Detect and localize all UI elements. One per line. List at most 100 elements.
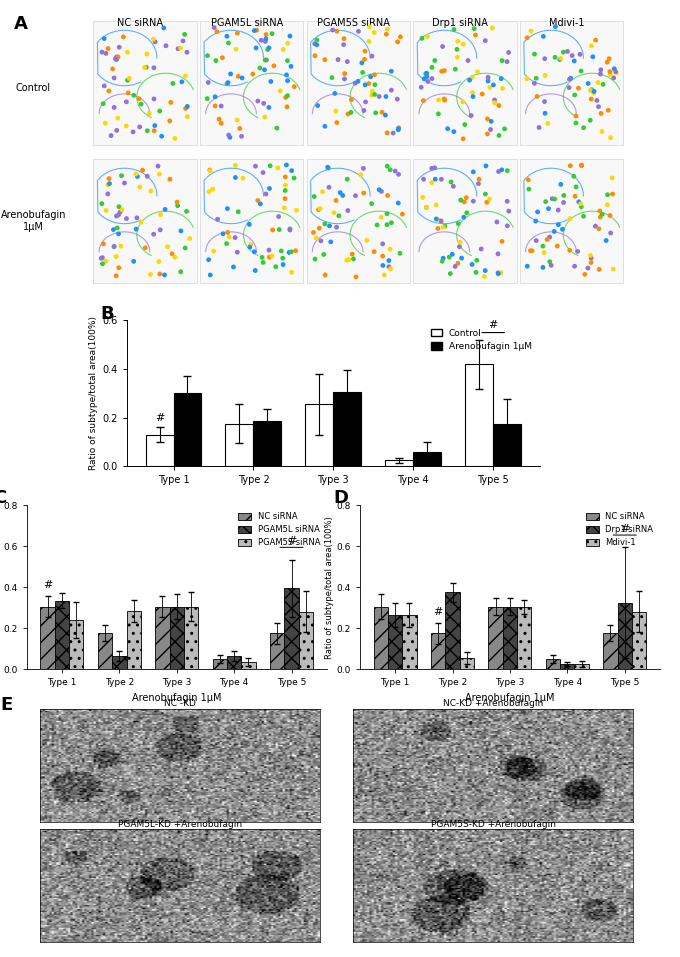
Point	[99, 78, 109, 94]
Point	[211, 24, 222, 39]
Point	[276, 243, 287, 258]
Point	[570, 189, 581, 204]
Text: A: A	[14, 15, 27, 33]
Point	[607, 170, 617, 186]
Point	[422, 29, 433, 44]
Point	[140, 240, 151, 256]
Point	[248, 66, 258, 81]
Point	[103, 41, 114, 56]
Point	[315, 201, 326, 216]
Point	[385, 241, 396, 256]
Point	[466, 256, 477, 272]
Point	[111, 52, 122, 67]
Point	[202, 48, 213, 63]
Point	[468, 89, 479, 104]
Point	[148, 227, 159, 242]
Point	[181, 204, 192, 219]
Point	[230, 158, 241, 173]
Point	[449, 22, 460, 37]
Point	[111, 50, 122, 65]
Point	[605, 225, 616, 240]
Point	[420, 66, 431, 81]
Point	[445, 174, 456, 189]
Point	[112, 220, 122, 235]
Point	[222, 29, 233, 44]
Point	[279, 200, 290, 215]
Point	[586, 82, 597, 98]
Point	[353, 24, 364, 39]
Point	[462, 53, 473, 68]
Point	[179, 27, 190, 42]
Point	[466, 108, 477, 123]
Point	[256, 250, 267, 265]
Point	[594, 262, 605, 278]
Point	[397, 207, 408, 222]
Point	[522, 71, 532, 86]
Point	[571, 115, 581, 130]
Point	[320, 267, 330, 282]
FancyBboxPatch shape	[93, 159, 197, 282]
Point	[114, 260, 124, 276]
Point	[579, 267, 590, 282]
Point	[585, 255, 596, 270]
Point	[592, 93, 602, 108]
Point	[458, 210, 469, 225]
Point	[539, 245, 549, 260]
Point	[473, 171, 484, 187]
Point	[549, 224, 560, 239]
Point	[131, 167, 141, 182]
Point	[335, 185, 345, 200]
Point	[422, 66, 432, 81]
Point	[461, 190, 472, 206]
Point	[222, 76, 233, 91]
Point	[488, 78, 499, 93]
Point	[376, 210, 387, 225]
FancyBboxPatch shape	[413, 159, 517, 282]
Point	[543, 116, 554, 131]
Point	[544, 230, 555, 245]
Point	[594, 203, 605, 218]
Point	[236, 128, 247, 144]
Point	[529, 47, 540, 62]
Point	[588, 85, 599, 100]
Point	[592, 75, 603, 90]
Point	[502, 218, 513, 234]
Point	[325, 234, 336, 250]
Point	[288, 170, 299, 186]
Point	[317, 184, 328, 199]
Point	[152, 159, 163, 174]
Point	[426, 59, 437, 75]
Point	[113, 208, 124, 223]
Point	[100, 116, 111, 131]
Point	[232, 26, 243, 41]
Point	[244, 216, 255, 232]
Point	[122, 73, 133, 88]
Point	[377, 257, 388, 273]
Point	[575, 196, 586, 211]
Point	[286, 265, 297, 280]
Point	[430, 197, 441, 212]
Point	[204, 163, 215, 178]
Point	[156, 128, 167, 144]
Point	[333, 52, 343, 67]
Point	[277, 251, 288, 266]
Point	[557, 222, 568, 237]
Point	[575, 47, 585, 62]
Point	[374, 89, 385, 104]
Point	[342, 171, 353, 187]
Point	[438, 251, 449, 266]
Point	[149, 123, 160, 139]
Point	[367, 87, 377, 102]
Point	[449, 258, 460, 274]
Point	[129, 88, 139, 103]
Point	[458, 36, 469, 52]
Point	[119, 175, 130, 190]
Point	[603, 102, 614, 118]
FancyBboxPatch shape	[200, 21, 303, 145]
Point	[540, 194, 551, 210]
Point	[418, 171, 429, 187]
Point	[492, 214, 503, 230]
Point	[564, 72, 575, 87]
Text: Drp1 siRNA: Drp1 siRNA	[432, 18, 488, 28]
Point	[175, 223, 186, 238]
